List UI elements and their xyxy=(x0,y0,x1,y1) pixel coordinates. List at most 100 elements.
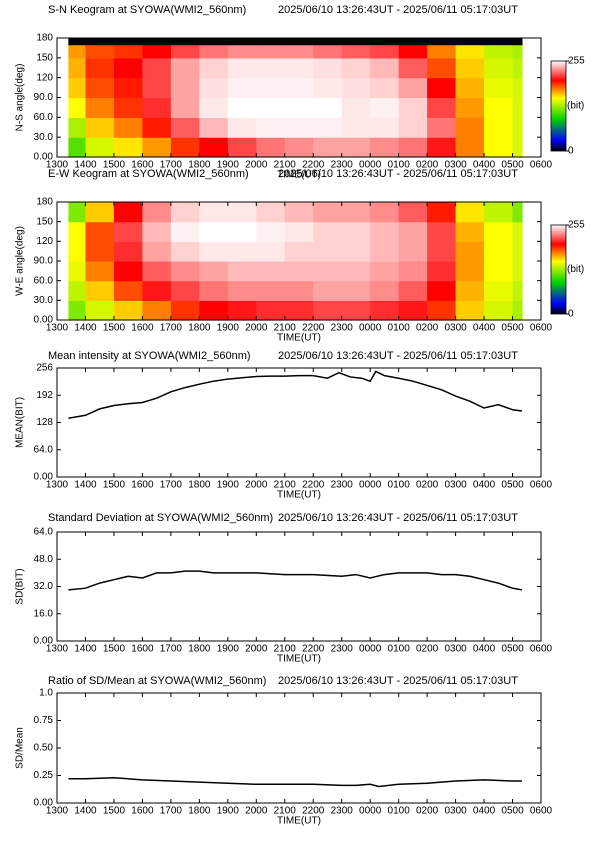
heatmap-cell xyxy=(256,38,286,46)
heatmap-cell xyxy=(512,241,523,262)
heatmap-cell xyxy=(398,44,428,59)
heatmap-cell xyxy=(427,221,457,242)
heatmap-cell xyxy=(199,202,229,223)
heatmap-cell xyxy=(341,300,371,321)
heatmap-cell xyxy=(68,241,87,262)
heatmap-cell xyxy=(455,97,485,118)
y-tick-label: 0.00 xyxy=(34,798,54,809)
heatmap-cell xyxy=(398,202,428,223)
heatmap-cell xyxy=(512,117,523,138)
heatmap-cell xyxy=(199,38,229,46)
heatmap-cell xyxy=(455,280,485,301)
heatmap-cell xyxy=(142,77,172,99)
y-tick-label: 0.00 xyxy=(34,152,54,163)
x-tick-label: 1800 xyxy=(188,480,211,491)
x-tick-label: 1700 xyxy=(160,480,183,491)
heatmap-cell xyxy=(398,261,428,282)
y-axis-label: MEAN(BIT) xyxy=(15,397,26,448)
heatmap-cell xyxy=(170,137,200,158)
heatmap-cell xyxy=(85,77,115,99)
heatmap-cell xyxy=(142,117,172,138)
heatmap-cell xyxy=(256,77,286,99)
heatmap-cell xyxy=(68,38,87,46)
heatmap-cell xyxy=(227,38,257,46)
heatmap-cell xyxy=(284,221,314,242)
heatmap-cell xyxy=(227,77,257,99)
heatmap-cell xyxy=(142,38,172,46)
heatmap-cell xyxy=(85,137,115,158)
y-tick-label: 0.25 xyxy=(34,770,54,781)
heatmap-cell xyxy=(484,97,514,118)
x-tick-label: 0600 xyxy=(530,480,553,491)
heatmap-cell xyxy=(398,117,428,138)
heatmap-cell xyxy=(85,38,115,46)
x-tick-label: 1600 xyxy=(131,806,154,817)
heatmap-cell xyxy=(455,300,485,321)
x-tick-label: 2100 xyxy=(274,806,297,817)
heatmap-cell xyxy=(85,202,115,223)
x-tick-label: 1500 xyxy=(103,323,126,334)
y-tick-label: 60.0 xyxy=(34,112,54,123)
x-tick-label: 0600 xyxy=(530,644,553,655)
heatmap-cell xyxy=(427,137,457,158)
y-tick-label: 0.50 xyxy=(34,743,54,754)
x-tick-label: 1900 xyxy=(217,323,240,334)
heatmap-cell xyxy=(398,221,428,242)
colorbar-tick-label: 0 xyxy=(568,146,574,157)
x-tick-label: 1900 xyxy=(217,644,240,655)
colorbar-tick-label: 255 xyxy=(568,220,585,231)
heatmap-cell xyxy=(313,221,343,242)
heatmap-cell xyxy=(313,38,343,46)
heatmap-cell xyxy=(68,77,87,99)
plot-frame xyxy=(56,692,542,804)
x-tick-label: 0500 xyxy=(501,160,524,171)
heatmap-cell xyxy=(341,38,371,46)
heatmap-cell xyxy=(455,44,485,59)
heatmap-cell xyxy=(398,241,428,262)
heatmap-cell xyxy=(199,137,229,158)
heatmap-cell xyxy=(142,137,172,158)
heatmap-cell xyxy=(427,44,457,59)
heatmap-cell xyxy=(256,97,286,118)
y-axis-label: W-E angle(deg) xyxy=(15,226,26,296)
x-tick-label: 1300 xyxy=(46,480,69,491)
x-tick-label: 2200 xyxy=(302,806,325,817)
y-tick-label: 150 xyxy=(36,216,53,227)
heatmap-cell xyxy=(398,300,428,321)
heatmap-cell xyxy=(341,97,371,118)
x-tick-label: 1700 xyxy=(160,806,183,817)
heatmap-cell xyxy=(199,221,229,242)
heatmap-cell xyxy=(512,44,523,59)
heatmap-cell xyxy=(68,202,87,223)
x-tick-label: 2000 xyxy=(245,480,268,491)
x-tick-label: 1500 xyxy=(103,806,126,817)
heatmap-cell xyxy=(113,300,144,321)
heatmap-cell xyxy=(170,57,200,79)
heatmap-cell xyxy=(142,44,172,59)
heatmap-cell xyxy=(484,57,514,79)
heatmap-cell xyxy=(512,97,523,118)
x-tick-label: 0300 xyxy=(444,480,467,491)
heatmap-cell xyxy=(427,77,457,99)
heatmap-cell xyxy=(170,97,200,118)
x-tick-label: 1300 xyxy=(46,644,69,655)
x-tick-label: 2000 xyxy=(245,806,268,817)
heatmap-cell xyxy=(313,300,343,321)
heatmap-cell xyxy=(284,117,314,138)
y-tick-label: 64.0 xyxy=(34,527,54,538)
heatmap-cell xyxy=(85,300,115,321)
x-tick-label: 0500 xyxy=(501,644,524,655)
heatmap-cell xyxy=(256,137,286,158)
heatmap-cell xyxy=(85,97,115,118)
heatmap-cell xyxy=(256,261,286,282)
x-tick-label: 2200 xyxy=(302,160,325,171)
chart-title: Standard Deviation at SYOWA(WMI2_560nm) xyxy=(48,512,273,524)
heatmap-cell xyxy=(484,221,514,242)
x-tick-label: 1800 xyxy=(188,644,211,655)
heatmap-cell xyxy=(341,137,371,158)
heatmap-cell xyxy=(113,97,144,118)
x-tick-label: 2200 xyxy=(302,323,325,334)
data-line xyxy=(68,776,522,788)
heatmap-cell xyxy=(427,241,457,262)
x-tick-label: 0600 xyxy=(530,806,553,817)
